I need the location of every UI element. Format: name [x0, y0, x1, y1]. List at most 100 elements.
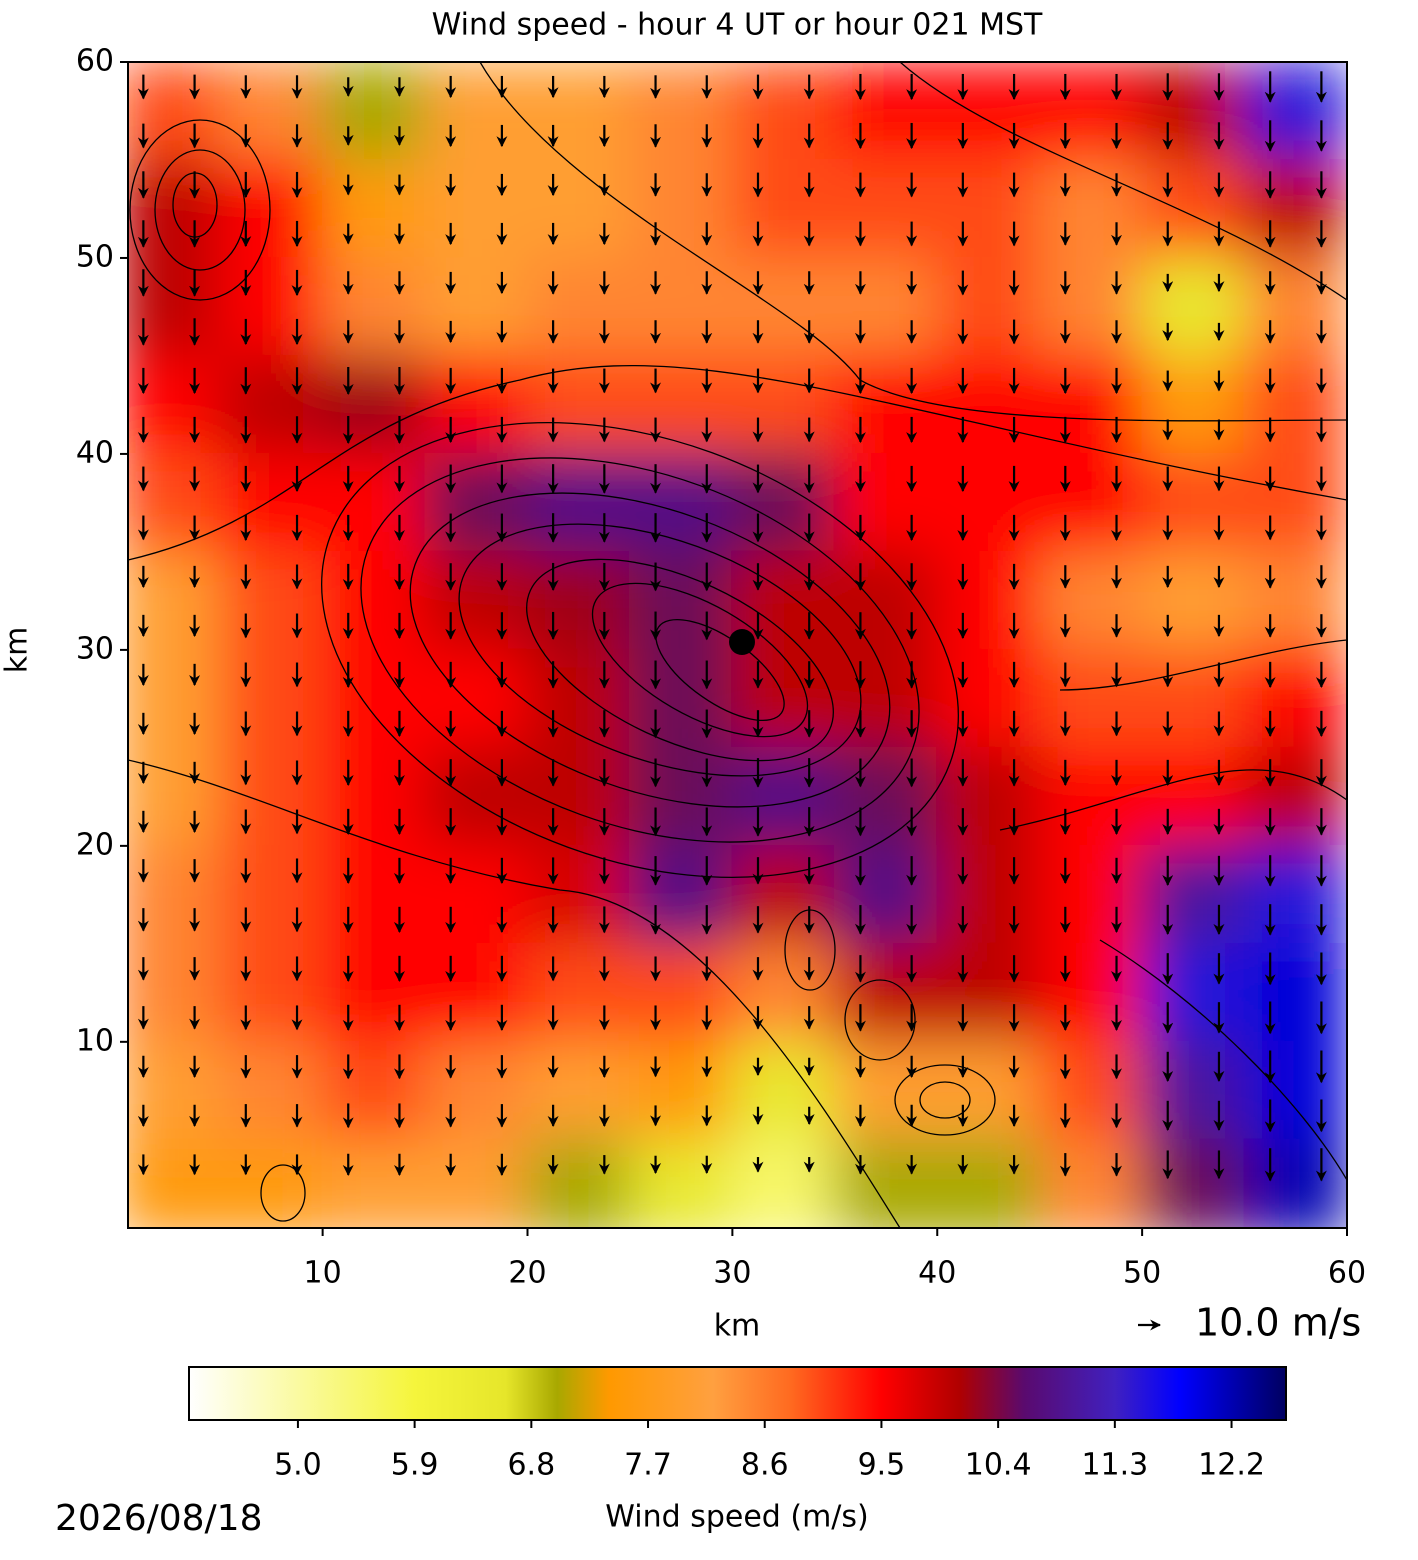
heat-cell — [219, 158, 324, 259]
heat-cell — [936, 452, 1041, 553]
colorbar-ticks: 5.0 5.9 6.8 7.7 8.6 9.5 10.4 11.3 12.2 — [274, 1420, 1265, 1483]
heat-cell — [219, 62, 324, 161]
heat-cell — [731, 452, 836, 553]
colorbar-tick-label: 5.9 — [391, 1448, 439, 1483]
heat-cell — [1141, 550, 1246, 651]
heat-cell — [936, 158, 1041, 259]
heat-cell — [731, 1040, 836, 1141]
colorbar-tick-label: 9.5 — [858, 1448, 906, 1483]
heat-cell — [1141, 648, 1246, 749]
heat-cell — [833, 452, 939, 553]
heat-cell — [1141, 746, 1246, 847]
heat-cell — [1038, 62, 1144, 161]
heat-cell — [628, 942, 734, 1043]
heat-cell — [526, 158, 631, 259]
colorbar-tick-label: 12.2 — [1198, 1448, 1265, 1483]
heat-cell — [1038, 1138, 1144, 1228]
heat-cell — [1141, 1040, 1246, 1141]
x-tick-label: 10 — [304, 1256, 342, 1291]
heat-cell — [1243, 62, 1347, 161]
heat-cell — [1038, 1040, 1144, 1141]
heat-cell — [731, 746, 836, 847]
heat-cell — [936, 844, 1041, 945]
chart-title: Wind speed - hour 4 UT or hour 021 MST — [432, 8, 1043, 43]
heat-cell — [833, 1040, 939, 1141]
heat-cell — [321, 354, 427, 455]
heat-cell — [936, 648, 1041, 749]
heat-cell — [1243, 256, 1347, 357]
heat-cell — [628, 746, 734, 847]
heat-cell — [833, 354, 939, 455]
heat-cell — [936, 746, 1041, 847]
heat-cell — [628, 550, 734, 651]
heat-cell — [936, 256, 1041, 357]
heat-cell — [219, 550, 324, 651]
heat-cell — [1038, 942, 1144, 1043]
heat-cell — [1141, 256, 1246, 357]
heat-cell — [219, 256, 324, 357]
heat-cell — [1243, 844, 1347, 945]
heat-cell — [526, 942, 631, 1043]
heat-cell — [936, 62, 1041, 161]
heat-cell — [936, 1138, 1041, 1228]
heatmap-cells — [128, 62, 1347, 1228]
heat-cell — [219, 1040, 324, 1141]
y-tick-label: 20 — [76, 827, 114, 862]
y-tick-label: 10 — [76, 1023, 114, 1058]
heat-cell — [833, 1138, 939, 1228]
plot-frame — [127, 61, 1348, 1229]
heat-cell — [128, 648, 222, 749]
heat-cell — [128, 62, 222, 161]
heat-cell — [526, 452, 631, 553]
heat-cell — [628, 648, 734, 749]
heat-cell — [526, 256, 631, 357]
axes: 10 20 30 40 50 60 10 20 30 40 50 60 — [76, 44, 1366, 1291]
heat-cell — [424, 158, 529, 259]
heat-cell — [833, 746, 939, 847]
heat-cell — [321, 256, 427, 357]
heat-cell — [628, 158, 734, 259]
heat-cell — [219, 452, 324, 553]
heat-cell — [128, 1040, 222, 1141]
heat-cell — [321, 158, 427, 259]
heat-cell — [936, 354, 1041, 455]
heat-cell — [936, 1040, 1041, 1141]
heat-cell — [731, 62, 836, 161]
heat-cell — [321, 1138, 427, 1228]
heat-cell — [833, 256, 939, 357]
colorbar-tick-label: 8.6 — [741, 1448, 789, 1483]
heat-cell — [526, 844, 631, 945]
heat-cell — [731, 942, 836, 1043]
heat-cell — [526, 1040, 631, 1141]
heat-cell — [833, 158, 939, 259]
heatmap — [128, 62, 1347, 1228]
heat-cell — [833, 62, 939, 161]
heat-cell — [1243, 1138, 1347, 1228]
heat-cell — [526, 746, 631, 847]
heat-cell — [1141, 942, 1246, 1043]
heat-cell — [424, 942, 529, 1043]
heat-cell — [1243, 452, 1347, 553]
heat-cell — [628, 256, 734, 357]
colorbar-tick-label: 5.0 — [274, 1448, 322, 1483]
x-tick-label: 60 — [1328, 1256, 1366, 1291]
heat-cell — [424, 746, 529, 847]
heat-cell — [424, 1138, 529, 1228]
heat-cell — [833, 942, 939, 1043]
heat-cell — [1243, 746, 1347, 847]
heat-cell — [219, 1138, 324, 1228]
heat-cell — [219, 354, 324, 455]
heat-cell — [1038, 158, 1144, 259]
colorbar-tick-label: 7.7 — [624, 1448, 672, 1483]
heat-cell — [628, 1040, 734, 1141]
heat-cell — [1141, 354, 1246, 455]
heat-cell — [128, 158, 222, 259]
heat-cell — [1141, 1138, 1246, 1228]
heat-cell — [526, 354, 631, 455]
heat-cell — [731, 844, 836, 945]
x-tick-label: 20 — [508, 1256, 546, 1291]
heat-cell — [1141, 158, 1246, 259]
heat-cell — [128, 1138, 222, 1228]
heat-cell — [731, 158, 836, 259]
heat-cell — [1038, 452, 1144, 553]
